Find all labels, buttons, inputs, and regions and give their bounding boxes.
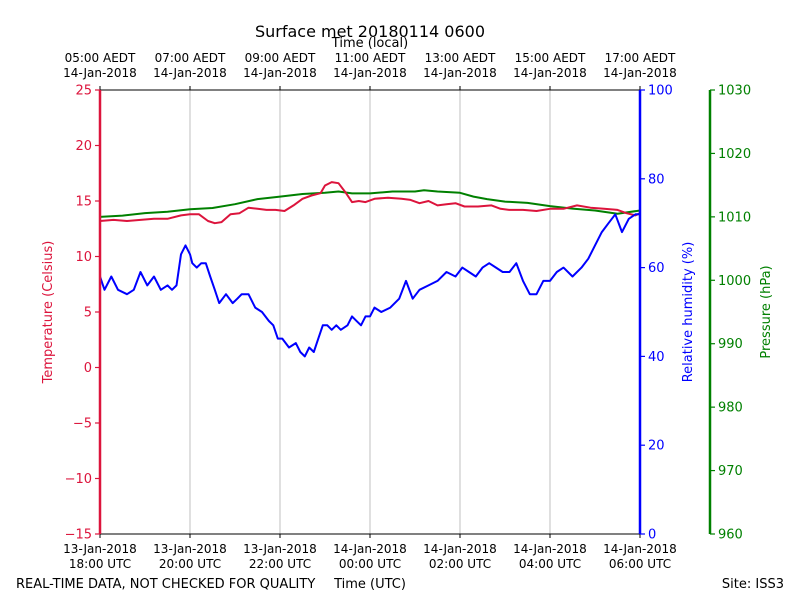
- plot-area: [98, 89, 712, 535]
- title-group: Surface met 20180114 0600 Time (local): [255, 22, 485, 51]
- x-tick-label-top: 14-Jan-2018: [63, 66, 137, 80]
- top-axis-label: Time (local): [331, 36, 408, 51]
- x-tick-label-top: 09:00 AEDT: [245, 51, 316, 65]
- y-tick-label: −5: [73, 417, 92, 432]
- x-tick-label-top: 05:00 AEDT: [65, 51, 136, 65]
- x-tick-label-bottom: 06:00 UTC: [609, 557, 671, 571]
- y-axis-humidity: 0 20 40 60 80 100: [640, 84, 673, 543]
- x-tick-label-top: 14-Jan-2018: [333, 66, 407, 80]
- y-tick-label: 960: [718, 528, 743, 543]
- y-axis-temperature: −15 −10 −5 0 5 10 15 20 25: [65, 84, 100, 543]
- y-tick-label: 990: [718, 337, 743, 352]
- y-tick-label: 20: [75, 139, 92, 154]
- y-tick-label: 60: [648, 261, 665, 276]
- y-tick-label: 5: [84, 306, 92, 321]
- temperature-axis-label: Temperature (Celsius): [41, 241, 56, 385]
- y-tick-label: 970: [718, 464, 743, 479]
- x-tick-label-top: 14-Jan-2018: [243, 66, 317, 80]
- series-line-temperature: [99, 181, 641, 225]
- y-tick-label: 40: [648, 350, 665, 365]
- pressure-axis-label: Pressure (hPa): [759, 265, 774, 358]
- x-tick-label-bottom: 14-Jan-2018: [423, 542, 497, 556]
- x-tick-label-top: 14-Jan-2018: [153, 66, 227, 80]
- y-tick-label: 25: [75, 84, 92, 99]
- y-tick-label: −10: [65, 472, 92, 487]
- y-tick-label: 980: [718, 401, 743, 416]
- site-label: Site: ISS3: [722, 577, 784, 592]
- quality-disclaimer: REAL-TIME DATA, NOT CHECKED FOR QUALITY: [16, 577, 315, 592]
- x-tick-label-top: 13:00 AEDT: [425, 51, 496, 65]
- chart-title: Surface met 20180114 0600: [255, 22, 485, 41]
- humidity-axis-label: Relative humidity (%): [681, 242, 696, 383]
- x-tick-label-bottom: 04:00 UTC: [519, 557, 581, 571]
- series-line-pressure: [99, 189, 641, 218]
- x-tick-label-bottom: 18:00 UTC: [69, 557, 131, 571]
- x-tick-label-bottom: 13-Jan-2018: [153, 542, 227, 556]
- x-tick-label-bottom: 20:00 UTC: [159, 557, 221, 571]
- y-tick-label: 100: [648, 84, 673, 99]
- x-tick-label-bottom: 14-Jan-2018: [513, 542, 587, 556]
- y-tick-label: 0: [648, 528, 656, 543]
- x-tick-label-bottom: 02:00 UTC: [429, 557, 491, 571]
- x-tick-label-top: 14-Jan-2018: [513, 66, 587, 80]
- x-tick-label-bottom: 00:00 UTC: [339, 557, 401, 571]
- y-tick-label: 1000: [718, 274, 751, 289]
- series-line-humidity: [99, 213, 640, 358]
- y-axis-pressure: 960 970 980 990 1000 1010 1020 1030: [710, 84, 751, 543]
- x-tick-label-bottom: 14-Jan-2018: [603, 542, 677, 556]
- y-tick-label: 1010: [718, 210, 751, 225]
- x-tick-label-bottom: 13-Jan-2018: [63, 542, 137, 556]
- y-tick-label: 0: [84, 361, 92, 376]
- vertical-gridlines: [189, 90, 551, 534]
- y-tick-label: 10: [75, 250, 92, 265]
- series-layer: [99, 181, 641, 358]
- y-tick-label: 1030: [718, 84, 751, 99]
- x-tick-label-top: 15:00 AEDT: [515, 51, 586, 65]
- x-tick-label-top: 07:00 AEDT: [155, 51, 226, 65]
- x-axis-label: Time (UTC): [333, 577, 406, 592]
- y-tick-label: 20: [648, 439, 665, 454]
- y-tick-label: −15: [65, 528, 92, 543]
- y-tick-label: 80: [648, 172, 665, 187]
- x-tick-label-top: 17:00 AEDT: [605, 51, 676, 65]
- x-tick-label-top: 14-Jan-2018: [423, 66, 497, 80]
- x-tick-label-bottom: 13-Jan-2018: [243, 542, 317, 556]
- x-tick-label-bottom: 14-Jan-2018: [333, 542, 407, 556]
- x-tick-label-top: 11:00 AEDT: [335, 51, 406, 65]
- x-tick-label-bottom: 22:00 UTC: [249, 557, 311, 571]
- y-tick-label: 1020: [718, 147, 751, 162]
- y-tick-label: 15: [75, 195, 92, 210]
- x-tick-label-top: 14-Jan-2018: [603, 66, 677, 80]
